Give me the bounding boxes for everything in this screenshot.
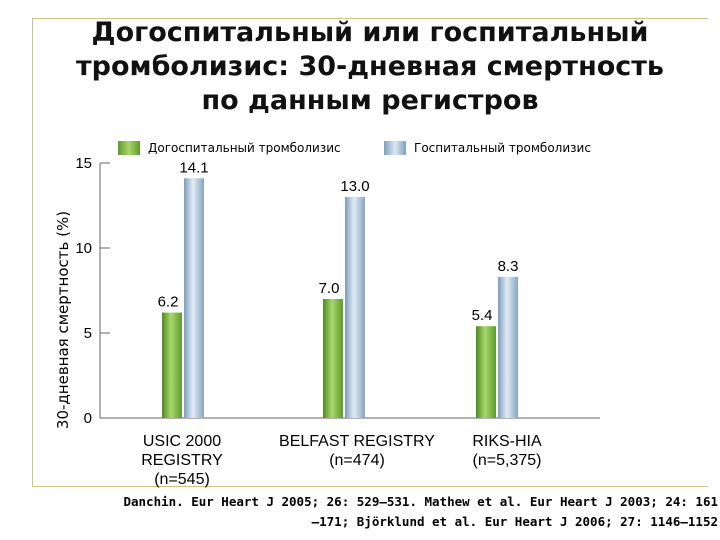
legend-swatch-prehospital: [118, 141, 140, 155]
slide-title: Догоспитальный или госпитальный тромболи…: [75, 17, 665, 116]
bar-hospital-usic-2000: [184, 178, 204, 418]
y-tick-label: 0: [84, 410, 92, 427]
value-label-prehospital-belfast: 7.0: [319, 280, 340, 297]
bar-hospital-riks-hia: [498, 276, 518, 418]
category-label-usic-2000: USIC 2000 REGISTRY (n=545): [141, 433, 223, 488]
value-label-hospital-usic-2000: 14.1: [179, 159, 208, 176]
legend-label-hospital: Госпитальный тромболизис: [414, 141, 591, 155]
legend-label-prehospital: Догоспитальный тромболизис: [148, 141, 341, 155]
bar-prehospital-belfast: [323, 299, 343, 418]
value-label-hospital-belfast: 13.0: [340, 178, 369, 195]
category-label-belfast: BELFAST REGISTRY (n=474): [279, 433, 435, 469]
value-label-prehospital-usic-2000: 6.2: [158, 294, 179, 311]
bar-prehospital-usic-2000: [162, 312, 182, 418]
bar-hospital-belfast: [345, 197, 365, 418]
legend-item-prehospital: Догоспитальный тромболизис: [118, 140, 341, 156]
slide-frame-bottom: [32, 486, 708, 487]
legend-item-hospital: Госпитальный тромболизис: [384, 140, 591, 156]
slide-frame-left: [32, 18, 33, 486]
bar-prehospital-riks-hia: [476, 326, 496, 418]
y-tick-label: 5: [84, 325, 92, 342]
category-label-riks-hia: RIKS-HIA (n=5,375): [472, 433, 542, 469]
legend-swatch-hospital: [384, 141, 406, 155]
y-tick-label: 15: [75, 155, 92, 172]
value-label-prehospital-riks-hia: 5.4: [472, 307, 493, 324]
y-tick-label: 10: [75, 240, 92, 257]
slide-frame-top: [32, 18, 708, 19]
citation-text: Danchin. Eur Heart J 2005; 26: 529–531. …: [123, 494, 718, 529]
value-label-hospital-riks-hia: 8.3: [498, 258, 519, 275]
